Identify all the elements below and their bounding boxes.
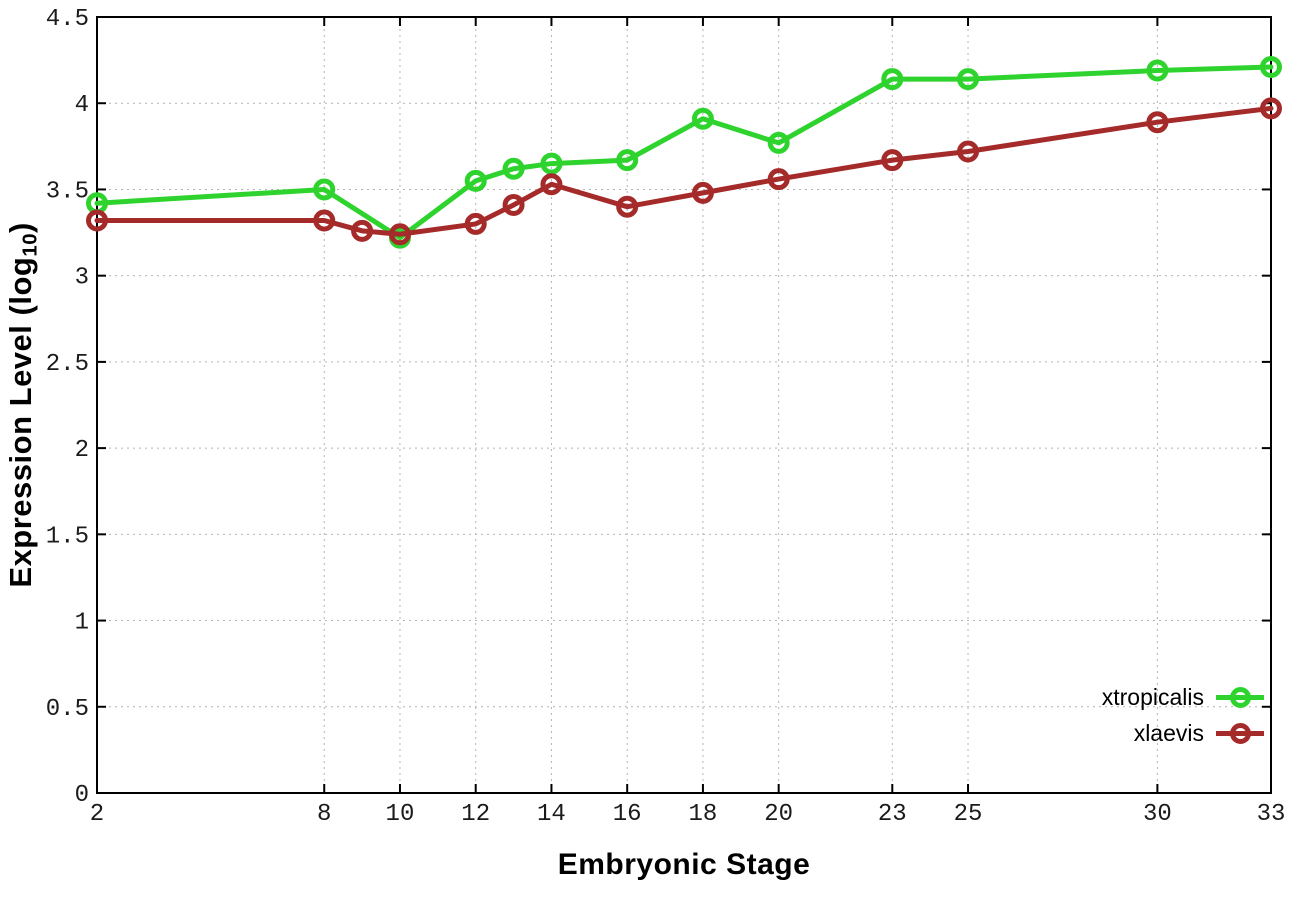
- data-point-xtropicalis: [1146, 59, 1169, 82]
- data-point-xtropicalis: [691, 107, 714, 130]
- data-point-xtropicalis: [1260, 56, 1282, 79]
- series-line-xtropicalis: [94, 64, 1274, 241]
- data-point-xlaevis: [313, 209, 336, 232]
- legend-item-xtropicalis: xtropicalis: [1102, 679, 1264, 715]
- data-point-xlaevis: [388, 223, 411, 246]
- data-point-xlaevis: [86, 209, 108, 232]
- gridlines: [97, 17, 1271, 793]
- data-point-xlaevis: [540, 173, 563, 196]
- data-point-xlaevis: [767, 168, 790, 191]
- series-xlaevis: [86, 97, 1282, 246]
- legend-sample-xlaevis: [1216, 721, 1264, 745]
- legend-label-xlaevis: xlaevis: [1133, 719, 1204, 746]
- data-point-xtropicalis: [957, 68, 980, 91]
- data-point-xlaevis: [351, 219, 374, 242]
- data-point-xtropicalis: [313, 178, 336, 201]
- y-tick-label: 2.5: [46, 351, 89, 378]
- x-tick-label: 12: [461, 801, 490, 828]
- tick-marks: [96, 16, 1272, 794]
- y-tick-label: 1.5: [46, 523, 89, 550]
- legend-item-xlaevis: xlaevis: [1102, 715, 1264, 751]
- x-tick-label: 25: [954, 801, 983, 828]
- x-tick-label: 33: [1257, 801, 1286, 828]
- data-point-xlaevis: [957, 140, 980, 163]
- x-tick-label: 20: [764, 801, 793, 828]
- data-point-xlaevis: [464, 212, 487, 235]
- x-tick-label: 14: [537, 801, 566, 828]
- x-tick-label: 18: [689, 801, 718, 828]
- data-point-xtropicalis: [881, 68, 904, 91]
- data-point-xtropicalis: [502, 157, 525, 180]
- y-tick-label: 3.5: [46, 178, 89, 205]
- y-tick-label: 1: [75, 610, 89, 637]
- legend-circle-marker-icon: [1229, 722, 1251, 744]
- y-tick-label: 3: [75, 265, 89, 292]
- y-tick-label: 0: [75, 782, 89, 809]
- x-tick-label: 23: [878, 801, 907, 828]
- data-point-xtropicalis: [464, 169, 487, 192]
- data-point-xlaevis: [502, 193, 525, 216]
- legend: xtropicalis xlaevis: [1102, 679, 1264, 751]
- data-point-xlaevis: [616, 195, 639, 218]
- x-tick-labels: 2 8 10 12 14 16 18 20 23 25 30 33: [90, 801, 1286, 828]
- data-point-xlaevis: [881, 149, 904, 172]
- data-point-xtropicalis: [616, 149, 639, 172]
- data-point-xtropicalis: [540, 152, 563, 175]
- data-point-xtropicalis: [767, 131, 790, 154]
- x-tick-label: 16: [613, 801, 642, 828]
- x-axis-title: Embryonic Stage: [557, 848, 811, 881]
- data-point-xlaevis: [691, 181, 714, 204]
- y-tick-label: 4: [75, 92, 89, 119]
- legend-circle-marker-icon: [1229, 686, 1251, 708]
- x-tick-label: 30: [1143, 801, 1172, 828]
- legend-sample-xtropicalis: [1216, 685, 1264, 709]
- y-tick-labels: 0 0.5 1 1.5 2 2.5 3 3.5 4 4.5: [46, 6, 89, 809]
- data-point-xlaevis: [1260, 97, 1282, 120]
- y-tick-label: 2: [75, 437, 89, 464]
- data-point-xlaevis: [1146, 111, 1169, 134]
- x-tick-label: 2: [90, 801, 104, 828]
- legend-label-xtropicalis: xtropicalis: [1101, 683, 1204, 710]
- y-tick-label: 4.5: [46, 6, 89, 33]
- x-tick-label: 10: [386, 801, 415, 828]
- x-tick-label: 8: [317, 801, 331, 828]
- plot-border: [96, 16, 1272, 794]
- y-tick-label: 0.5: [46, 696, 89, 723]
- series-xtropicalis: [86, 56, 1282, 249]
